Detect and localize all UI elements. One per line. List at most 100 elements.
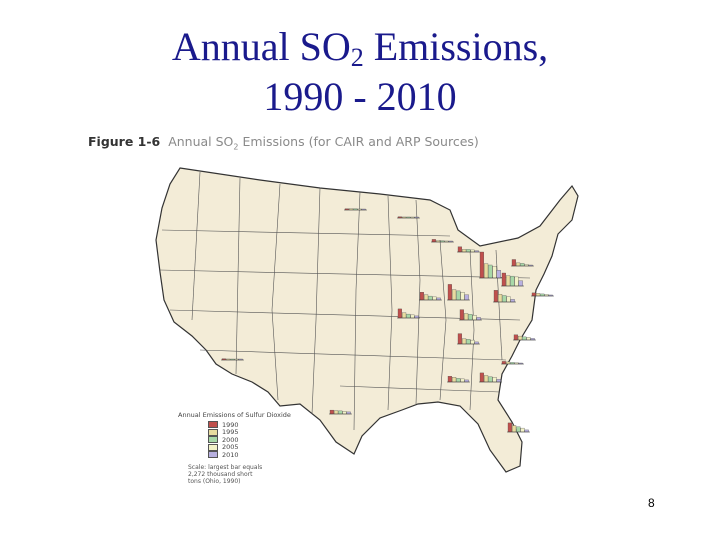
emission-bar-2010: [518, 280, 523, 287]
emission-bar-1990: [397, 308, 402, 319]
emission-bar-1990: [531, 292, 536, 297]
state-border: [311, 187, 321, 415]
legend-item-1990: 1990: [178, 421, 291, 429]
state-bars-ny: [511, 259, 534, 267]
title-text-b: Emissions,: [363, 24, 549, 69]
state-bars-mn: [397, 216, 420, 219]
emission-bar-2005: [342, 411, 347, 415]
legend: Annual Emissions of Sulfur Dioxide 1990 1…: [178, 411, 291, 485]
scale-note-line-3: tons (Ohio, 1990): [188, 477, 241, 485]
emission-bar-2005: [460, 378, 465, 383]
state-bars-al: [447, 376, 470, 383]
emission-bar-2010: [476, 317, 481, 321]
state-borders: [159, 171, 531, 431]
state-bars-nv: [221, 358, 244, 361]
emission-bar-2005: [410, 314, 415, 319]
state-border: [353, 191, 361, 431]
state-border: [439, 239, 447, 401]
state-bars-mo: [397, 308, 420, 319]
scale-note: Scale: largest bar equals 2,272 thousand…: [178, 464, 291, 485]
scale-note-line-2: 2,272 thousand short: [188, 470, 253, 478]
emission-bar-2005: [472, 315, 477, 321]
emission-bar-2000: [488, 264, 493, 279]
state-border: [387, 195, 393, 411]
emission-bar-2000: [456, 290, 461, 301]
emission-bar-1990: [329, 409, 334, 415]
emission-bar-1995: [506, 275, 511, 287]
emission-bar-1990: [511, 259, 516, 267]
scale-note-line-1: Scale: largest bar equals: [188, 463, 263, 471]
emission-bar-2010: [496, 379, 501, 383]
emission-bar-1990: [493, 290, 498, 303]
emission-bar-1995: [516, 262, 521, 267]
emission-bar-2000: [520, 263, 525, 267]
emission-bar-1990: [419, 292, 424, 301]
state-border: [339, 385, 501, 393]
legend-title: Annual Emissions of Sulfur Dioxide: [178, 411, 291, 419]
slide-title: Annual SO2 Emissions, 1990 - 2010: [0, 22, 720, 122]
emission-bar-1990: [457, 246, 462, 253]
emission-bar-1995: [462, 249, 467, 253]
state-bars-mi: [457, 246, 480, 253]
legend-swatch: [208, 443, 218, 451]
emission-bar-2010: [510, 299, 515, 303]
emission-bar-2005: [492, 377, 497, 383]
state-bars-ky: [459, 309, 482, 321]
emission-bar-1990: [479, 251, 484, 279]
emission-bar-2010: [524, 429, 529, 433]
emission-bar-1990: [447, 284, 452, 301]
emission-bar-1990: [431, 239, 436, 243]
legend-swatch: [208, 436, 218, 444]
emission-bar-2005: [492, 266, 497, 279]
emission-bar-1995: [484, 263, 489, 279]
emission-bar-2005: [520, 427, 525, 433]
emission-bar-2000: [338, 410, 343, 415]
state-bars-ga: [479, 372, 502, 383]
emission-bar-2000: [466, 339, 471, 345]
emission-bar-2010: [346, 411, 351, 415]
emission-bar-1995: [462, 338, 467, 345]
legend-label: 2000: [222, 435, 239, 444]
legend-item-2010: 2010: [178, 451, 291, 459]
legend-label: 2005: [222, 443, 239, 452]
emission-bar-1995: [402, 312, 407, 319]
title-line-1: Annual SO2 Emissions,: [0, 22, 720, 72]
emission-bar-1995: [334, 410, 339, 415]
legend-label: 1995: [222, 428, 239, 437]
emission-bar-2000: [428, 295, 433, 301]
caption-text-b: Emissions (for CAIR and ARP Sources): [238, 134, 479, 149]
legend-item-2005: 2005: [178, 443, 291, 452]
emission-bar-2000: [456, 378, 461, 383]
state-bars-nc: [513, 334, 536, 341]
emission-bar-1990: [479, 372, 484, 383]
state-border: [199, 349, 507, 361]
figure-label: Figure 1-6: [88, 134, 161, 149]
emission-bar-1995: [512, 425, 517, 433]
emission-bar-2000: [488, 376, 493, 383]
emission-bar-1995: [536, 293, 541, 297]
state-bars-oh: [479, 251, 502, 279]
emission-bar-1995: [484, 375, 489, 383]
emission-bar-1990: [459, 309, 464, 321]
emission-bar-1990: [457, 333, 462, 345]
emission-bar-1990: [507, 422, 512, 433]
state-bars-pa: [501, 272, 524, 287]
emission-bar-1995: [424, 294, 429, 301]
state-bars-in: [447, 284, 470, 301]
state-border: [415, 199, 421, 405]
state-border: [495, 249, 503, 361]
emission-bar-2010: [414, 315, 419, 319]
emission-bar-1995: [452, 377, 457, 383]
state-bars-il: [419, 292, 442, 301]
emission-bar-1990: [447, 376, 452, 383]
state-border: [271, 183, 281, 401]
legend-swatch: [208, 451, 218, 459]
state-border: [161, 229, 451, 237]
emission-bar-1990: [513, 334, 518, 341]
state-border: [191, 171, 201, 321]
legend-item-2000: 2000: [178, 436, 291, 444]
emission-bar-1995: [498, 294, 503, 303]
emission-bar-2000: [502, 295, 507, 303]
emission-bar-2005: [526, 337, 531, 341]
emission-bar-2005: [432, 296, 437, 301]
